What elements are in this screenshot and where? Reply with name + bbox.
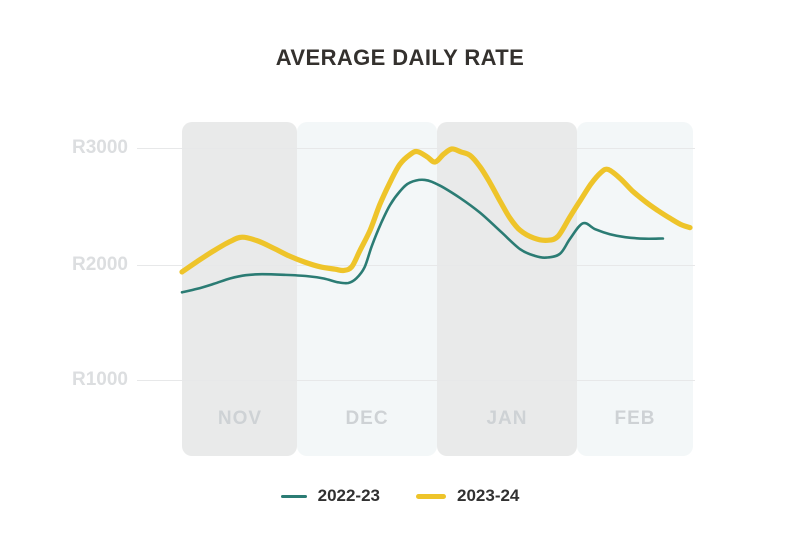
month-band-jan bbox=[437, 122, 577, 456]
gridline-1000 bbox=[137, 380, 695, 381]
legend-item-2022-23: 2022-23 bbox=[280, 486, 380, 506]
gridline-2000 bbox=[137, 265, 695, 266]
y-axis-tick-1000: R1000 bbox=[72, 369, 128, 390]
legend-item-2023-24: 2023-24 bbox=[416, 486, 519, 506]
y-axis-tick-3000: R3000 bbox=[72, 137, 128, 158]
month-band-dec bbox=[297, 122, 437, 456]
legend-swatch-2022-23 bbox=[280, 494, 307, 498]
chart-legend: 2022-23 2023-24 bbox=[0, 484, 800, 508]
legend-label-2023-24: 2023-24 bbox=[457, 486, 520, 505]
x-axis-label-feb: FEB bbox=[614, 408, 656, 429]
legend-swatch-2023-24 bbox=[416, 493, 446, 499]
x-axis-label-jan: JAN bbox=[486, 408, 528, 429]
chart-title: AVERAGE DAILY RATE bbox=[275, 45, 525, 70]
gridline-3000 bbox=[137, 148, 695, 149]
chart-line-2023-24 bbox=[179, 146, 693, 275]
chart-line-2022-23 bbox=[180, 178, 665, 294]
legend-label-2022-23: 2022-23 bbox=[317, 486, 380, 505]
x-axis-label-dec: DEC bbox=[345, 408, 389, 429]
y-axis-tick-2000: R2000 bbox=[72, 254, 128, 275]
x-axis-label-nov: NOV bbox=[217, 408, 263, 429]
